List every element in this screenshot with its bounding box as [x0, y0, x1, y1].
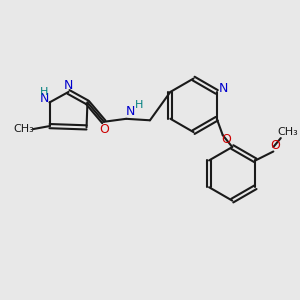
Text: N: N	[64, 79, 73, 92]
Text: CH₃: CH₃	[14, 124, 34, 134]
Text: O: O	[221, 133, 231, 146]
Text: N: N	[219, 82, 228, 95]
Text: CH₃: CH₃	[278, 127, 298, 137]
Text: N: N	[40, 92, 49, 105]
Text: O: O	[270, 139, 280, 152]
Text: O: O	[99, 123, 109, 136]
Text: N: N	[126, 105, 135, 118]
Text: H: H	[40, 87, 48, 97]
Text: H: H	[134, 100, 143, 110]
